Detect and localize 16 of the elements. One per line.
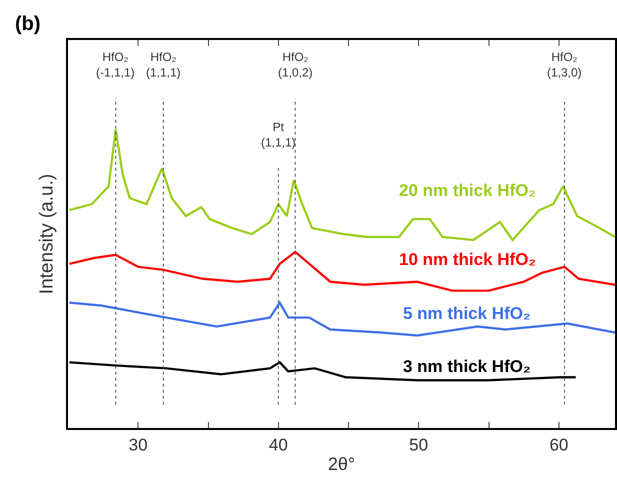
ref-line-label: Pt (1,1,1) [261,120,296,150]
ref-line-label: HfO₂ (1,0,2) [278,50,313,80]
text: (b) [15,13,41,35]
series-label: 10 nm thick HfO₂ [399,250,536,269]
series-label: 5 nm thick HfO₂ [403,304,531,323]
x-tick-label: 30 [128,435,148,454]
x-tick-label: 40 [268,435,288,454]
ref-line-label: HfO₂ (1,1,1) [146,50,181,80]
ref-line-label: HfO₂ (-1,1,1) [96,50,135,80]
series-label: 20 nm thick HfO₂ [399,181,536,200]
y-axis-title: Intensity (a.u.) [36,174,58,294]
x-tick-label: 50 [409,435,428,454]
series-label: 3 nm thick HfO₂ [403,357,531,376]
x-tick-label: 60 [549,435,568,454]
ref-line-label: HfO₂ (1,3,0) [547,50,582,80]
x-axis-title: 2θ° [328,454,356,474]
